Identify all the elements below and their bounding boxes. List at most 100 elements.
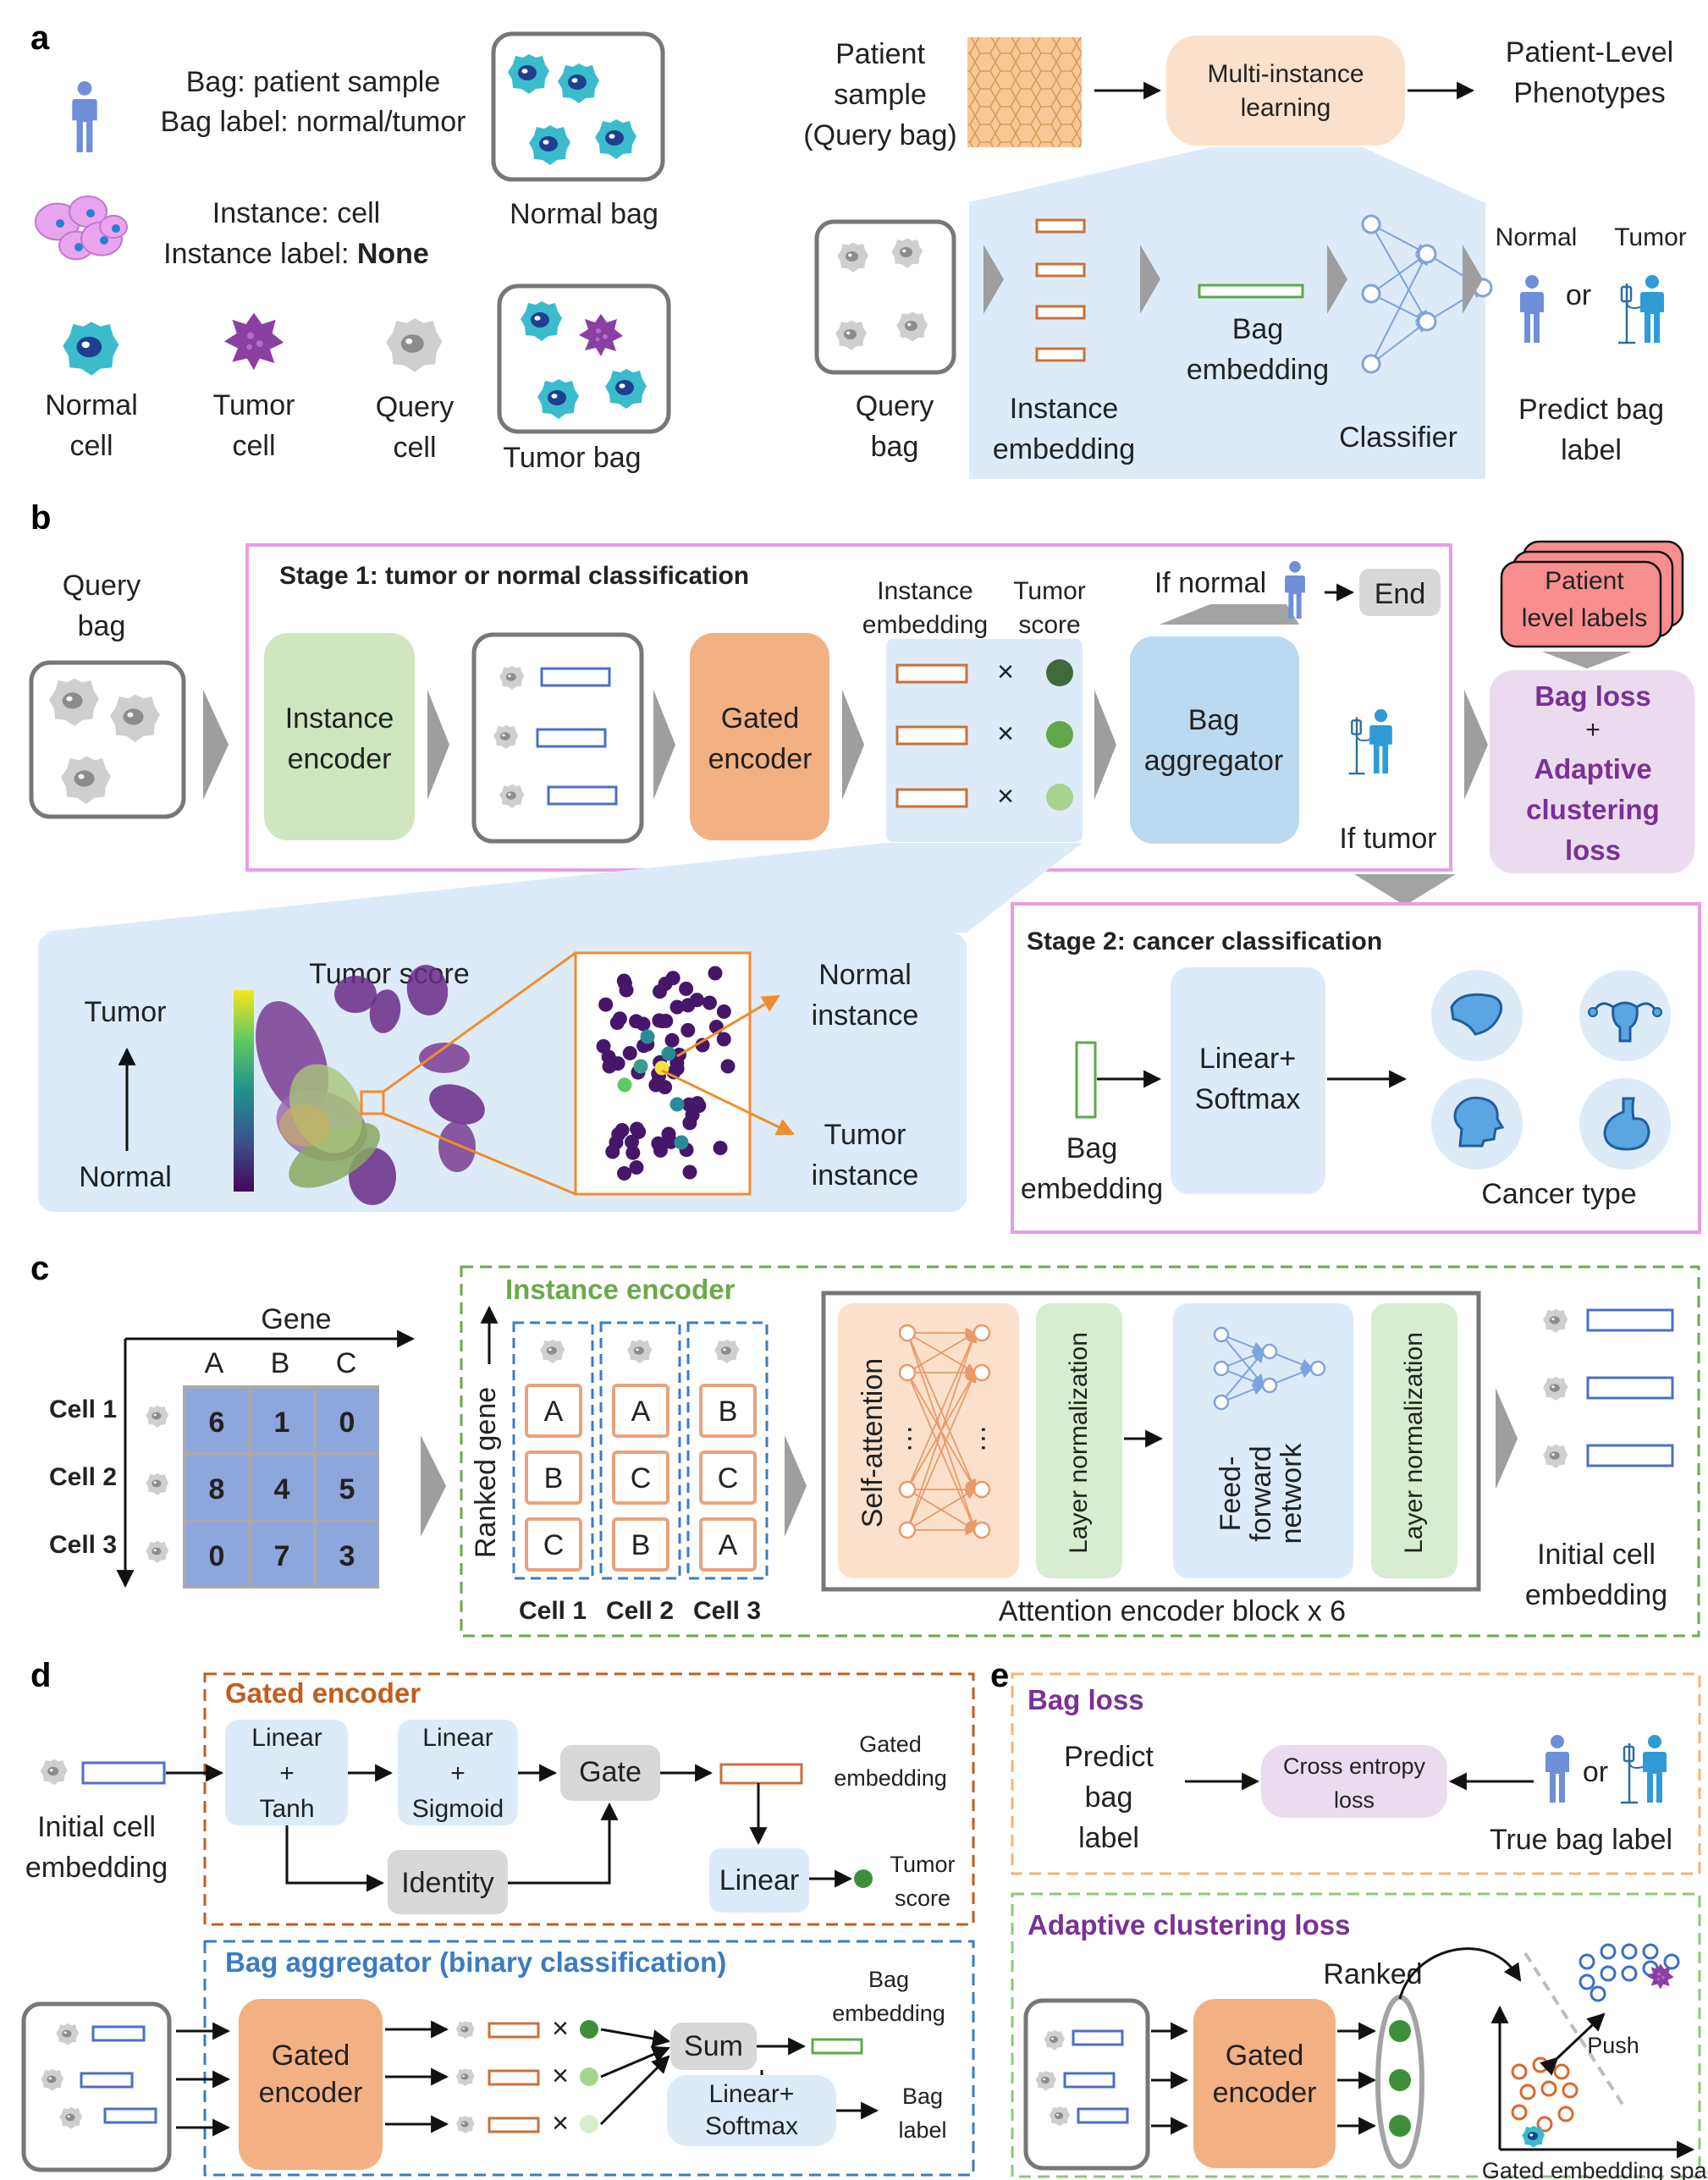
or-caption-e: or: [1583, 1756, 1608, 1788]
cell-row-label: Cell 1: [49, 1396, 117, 1423]
tissue-sample-image: [967, 37, 1082, 147]
query-cell-caption-line-1: Query: [376, 391, 455, 423]
embedding-space-caption: Gated embedding space: [1482, 2158, 1708, 2180]
adaptive-clustering-label-line-2: clustering: [1526, 794, 1660, 825]
query-cell-icon: [1543, 1444, 1568, 1468]
flow-chevron: [653, 690, 675, 800]
panel-b: b Query bag Stage 1: tumor or normal classi…: [29, 499, 1701, 1234]
ffn-label-line-1: Feed-: [1215, 1456, 1247, 1532]
matrix-value: 1: [274, 1407, 290, 1439]
linear-sigmoid-block: [398, 1720, 518, 1825]
instance-embedding-caption-line-1: Instance: [1010, 393, 1119, 425]
loss-chevron: [1542, 652, 1632, 669]
query-bag-caption-b-line-2: bag: [78, 610, 126, 642]
attention-block-caption: Attention encoder block x 6: [999, 1595, 1346, 1627]
matrix-cell: [186, 1456, 248, 1519]
instance-encoder-title: Instance encoder: [505, 1274, 736, 1305]
tumor-patient-icon: [1619, 1733, 1668, 1804]
normal-point: [1600, 1965, 1617, 1982]
normal-point: [1579, 1974, 1595, 1990]
ellipsis: …: [901, 1424, 934, 1453]
tumor-patient-icon: [1617, 273, 1666, 344]
flow-chevron: [421, 1435, 446, 1537]
multiply-sign: ×: [552, 2107, 569, 2139]
adaptive-loss-title: Adaptive clustering loss: [1028, 1909, 1350, 1941]
tumor-point: [1532, 2056, 1549, 2073]
flow-chevron: [1140, 245, 1160, 314]
arrow-to-sum: [600, 2045, 670, 2078]
matrix-value: 3: [339, 1540, 355, 1572]
matrix-value: 7: [274, 1540, 290, 1572]
panel-label-b: b: [30, 499, 51, 537]
instance-embedding-vector: [1035, 305, 1086, 320]
if-tumor-label: If tumor: [1339, 823, 1436, 855]
linear-softmax-block: [1171, 967, 1325, 1194]
gated-encoder-label-e-line-1: Gated: [1226, 2040, 1304, 2072]
zoom-line: [383, 1112, 576, 1196]
normal-point: [1600, 1943, 1617, 1960]
zoom-wedge: [965, 147, 1485, 203]
tumor-score-dot: [1046, 659, 1073, 686]
normal-patient-icon: [1545, 1735, 1569, 1803]
tumor-point: [1553, 2063, 1570, 2080]
linear-softmax-label-line-1: Linear+: [1199, 1043, 1296, 1075]
matrix-cell: [186, 1389, 248, 1452]
query-cell-icon: [455, 2116, 475, 2134]
classifier-caption: Classifier: [1339, 421, 1457, 454]
gated-embedding-caption-line-2: embedding: [834, 1765, 947, 1791]
normal-caption: Normal: [1496, 223, 1578, 251]
instance-definition: Instance: cell: [212, 197, 380, 229]
tumor-bag-label: Tumor bag: [503, 442, 641, 474]
tumor-cell-caption-line-2: cell: [232, 430, 275, 462]
linear-sigmoid-label-line-2: +: [450, 1759, 466, 1787]
linear-sigmoid-label-line-3: Sigmoid: [412, 1795, 504, 1823]
instance-embedding-vector: [1035, 218, 1086, 234]
instance-embedding-vector: [895, 663, 968, 684]
tumor-score-caption-d-line-2: score: [895, 1885, 950, 1911]
patient-sample-label-line-1: Patient: [835, 38, 925, 70]
push-label: Push: [1587, 2033, 1639, 2058]
flow-chevron: [1463, 245, 1483, 314]
ranked-cell-column: [599, 1321, 681, 1580]
query-cell-caption-line-2: cell: [393, 432, 436, 464]
multiply-sign: ×: [552, 2012, 569, 2045]
initial-embedding-caption-d-line-1: Initial cell: [37, 1811, 156, 1843]
bag-embedding-caption-b-line-1: Bag: [1066, 1132, 1118, 1164]
instance-label-none: None: [357, 238, 429, 270]
person-icon: [72, 81, 97, 152]
matrix-value: 4: [274, 1473, 290, 1506]
query-cell-icon: [146, 1473, 169, 1495]
ranked-column-label: Cell 3: [693, 1597, 761, 1625]
tumor-caption: Tumor: [1614, 223, 1687, 251]
layer-norm-label: Layer normalization: [1400, 1332, 1428, 1554]
flow-chevron: [203, 690, 229, 800]
panel-label-e: e: [990, 1657, 1009, 1694]
normal-instance-arrow: [676, 994, 780, 1058]
tumor-instance-caption-line-2: instance: [812, 1159, 919, 1192]
adaptive-clustering-label-line-1: Adaptive: [1534, 753, 1651, 784]
ranked-gene-value: B: [719, 1396, 738, 1428]
matrix-cell: [186, 1522, 248, 1586]
adaptive-loss-dashed-box: [1011, 1892, 1701, 2178]
matrix-cell: [317, 1456, 378, 1519]
ffn-label-line-3: network: [1275, 1442, 1308, 1544]
normal-point: [1642, 1943, 1659, 1960]
initial-embedding-caption-c-line-1: Initial cell: [1537, 1539, 1656, 1571]
predict-bag-label-caption-e-line-3: label: [1078, 1822, 1139, 1854]
normal-cell-caption-line-1: Normal: [45, 389, 138, 421]
ranked-cell-column: [686, 1321, 769, 1580]
adaptive-clustering-label-line-3: loss: [1565, 834, 1621, 866]
normal-point: [1590, 1985, 1606, 2002]
tumor-score-dot: [580, 2115, 598, 2133]
stomach-icon: [1603, 1097, 1650, 1151]
normal-branch-chevron: [1160, 604, 1299, 625]
tumor-score-header-line-2: score: [1018, 611, 1080, 639]
matrix-cell: [317, 1522, 378, 1586]
gated-encoder-block-e: [1193, 1999, 1336, 2168]
instance-encoder-dashed-box: [460, 1265, 1700, 1638]
ranked-gene-value: A: [719, 1529, 738, 1561]
ranked-gene-value: B: [631, 1529, 651, 1561]
ranked-column-label: Cell 2: [606, 1597, 674, 1625]
matrix-value: 0: [339, 1407, 355, 1439]
